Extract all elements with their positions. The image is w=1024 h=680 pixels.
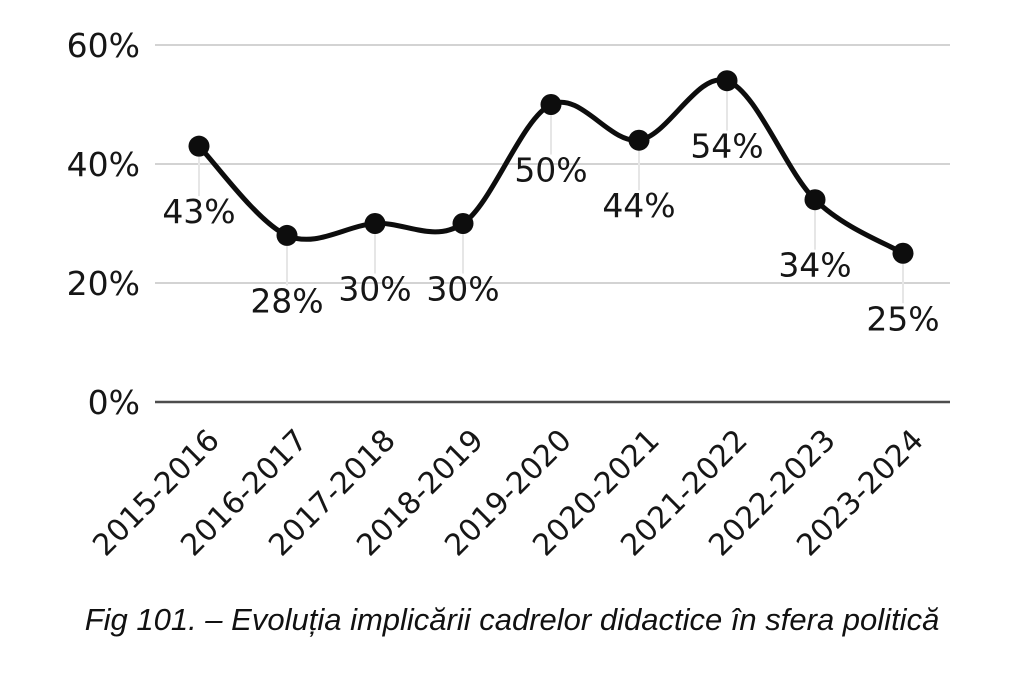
data-point xyxy=(188,135,210,157)
y-tick-label: 20% xyxy=(67,264,140,303)
data-point xyxy=(276,224,298,246)
data-label: 30% xyxy=(338,270,411,309)
y-tick-label: 40% xyxy=(67,145,140,184)
data-label: 30% xyxy=(426,270,499,309)
figure-caption: Fig 101. – Evoluția implicării cadrelor … xyxy=(84,602,940,637)
data-label: 50% xyxy=(514,151,587,190)
data-point xyxy=(804,189,826,211)
data-point xyxy=(452,213,474,234)
line-chart: 0%20%40%60%43%28% 30% 30%50%44%54%34%25%20… xyxy=(67,26,950,563)
y-tick-label: 0% xyxy=(88,383,140,422)
y-tick-label: 60% xyxy=(67,26,140,65)
data-label: 43% xyxy=(162,192,235,231)
data-point xyxy=(628,129,650,151)
data-label: 28% xyxy=(250,281,323,320)
data-point xyxy=(716,70,738,92)
data-point xyxy=(364,213,386,234)
data-point xyxy=(540,94,562,115)
data-label: 44% xyxy=(602,186,675,225)
data-label: 25% xyxy=(866,299,939,338)
data-label: 54% xyxy=(690,127,763,166)
data-label: 34% xyxy=(778,246,851,285)
data-point xyxy=(892,242,914,264)
